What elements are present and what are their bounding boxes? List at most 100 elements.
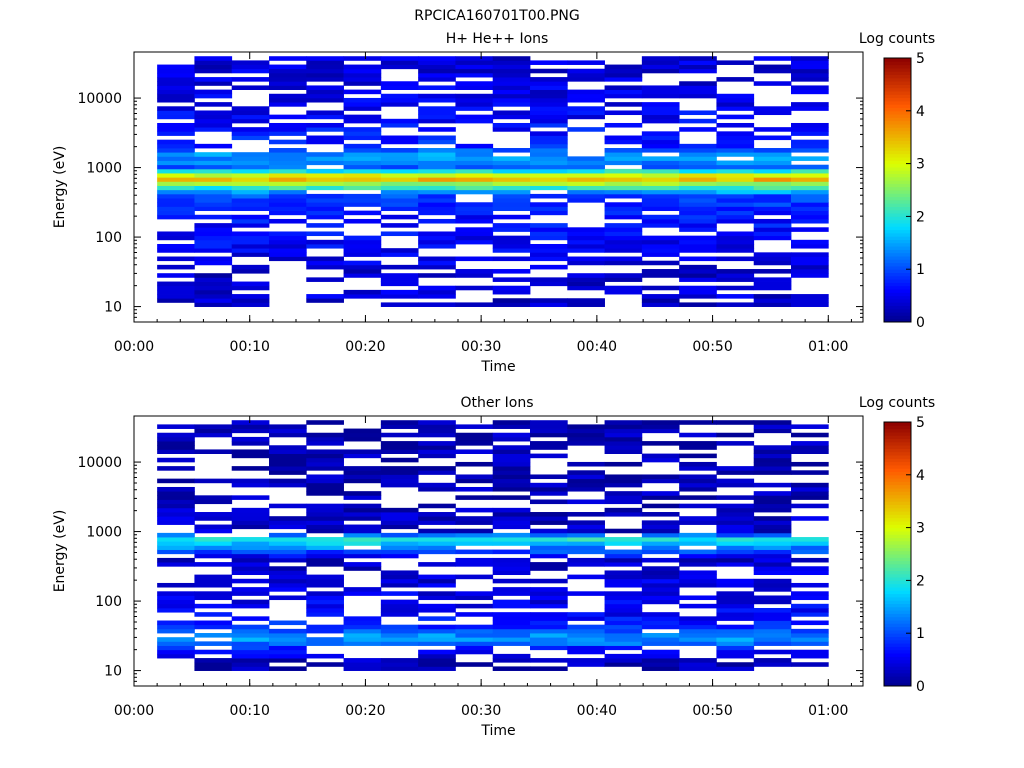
y-tick-label: 100: [95, 594, 122, 610]
heatmap-cell: [269, 160, 307, 166]
heatmap-cell: [194, 620, 233, 626]
heatmap-cell: [231, 562, 270, 567]
heatmap-cell: [194, 77, 233, 82]
heatmap-cell: [455, 97, 494, 103]
heatmap-cell: [343, 478, 382, 484]
heatmap-cell: [231, 248, 270, 253]
heatmap-cell: [306, 512, 344, 517]
heatmap-cell: [455, 156, 494, 161]
colorbar-swatch: [884, 279, 911, 283]
heatmap-cell: [418, 420, 456, 425]
heatmap-cell: [530, 486, 568, 492]
heatmap-cell: [380, 520, 419, 525]
heatmap-cell: [567, 574, 605, 580]
heatmap-cell: [679, 218, 717, 224]
heatmap-cell: [380, 81, 419, 86]
heatmap-cell: [791, 181, 829, 186]
heatmap-cell: [231, 85, 270, 91]
panel-title: H+ He++ Ions: [446, 31, 549, 47]
colorbar-tick-label: 0: [916, 679, 925, 695]
heatmap-cell: [641, 532, 680, 538]
heatmap-cell: [306, 152, 344, 157]
colorbar-swatch: [884, 669, 911, 674]
colorbar-swatch: [884, 124, 911, 128]
heatmap-cell: [679, 64, 717, 70]
colorbar-swatch: [884, 289, 911, 293]
heatmap-cell: [157, 168, 195, 174]
heatmap-cell: [604, 633, 643, 638]
heatmap-cell: [380, 545, 419, 550]
heatmap-cell: [753, 185, 792, 191]
heatmap-cell: [641, 453, 680, 459]
heatmap-cell: [641, 160, 680, 166]
heatmap-cell: [753, 624, 792, 630]
heatmap-cell: [679, 277, 717, 282]
heatmap-cell: [791, 143, 829, 149]
heatmap-cell: [679, 482, 717, 488]
colorbar-swatch: [884, 567, 911, 571]
heatmap-cell: [343, 637, 382, 642]
heatmap-cell: [716, 60, 755, 65]
heatmap-cell: [791, 202, 829, 207]
heatmap-cell: [194, 189, 233, 195]
heatmap-cell: [716, 235, 755, 241]
heatmap-cell: [231, 118, 270, 124]
heatmap-cell: [492, 285, 531, 291]
heatmap-cell: [679, 223, 717, 228]
heatmap-cell: [641, 557, 680, 563]
heatmap-cell: [380, 516, 419, 521]
heatmap-cell: [194, 562, 233, 567]
heatmap-cell: [641, 239, 680, 245]
heatmap-cell: [791, 641, 829, 646]
x-tick-label: 01:00: [808, 339, 848, 355]
heatmap-cell: [604, 637, 643, 642]
colorbar-swatch: [884, 298, 911, 303]
heatmap-cell: [455, 624, 494, 630]
heatmap-cell: [679, 570, 717, 576]
heatmap-cell: [269, 520, 307, 525]
heatmap-cell: [641, 537, 680, 542]
heatmap-cell: [306, 486, 344, 492]
heatmap-cell: [231, 512, 270, 517]
heatmap-cell: [157, 202, 195, 207]
heatmap-cell: [194, 160, 233, 166]
heatmap-cell: [343, 131, 382, 136]
heatmap-cell: [157, 127, 195, 132]
colorbar-swatch: [884, 183, 911, 188]
heatmap-cell: [753, 231, 792, 237]
heatmap-cell: [157, 520, 195, 525]
heatmap-cell: [716, 624, 755, 630]
heatmap-cell: [716, 645, 755, 651]
heatmap-cell: [716, 420, 755, 425]
heatmap-cell: [641, 118, 680, 124]
heatmap-cell: [306, 210, 344, 216]
heatmap-cell: [716, 177, 755, 182]
heatmap-cell: [791, 139, 829, 145]
heatmap-cell: [530, 474, 568, 480]
heatmap-cell: [753, 235, 792, 241]
heatmap-cell: [157, 193, 195, 199]
heatmap-cell: [194, 603, 233, 609]
heatmap-cell: [269, 428, 307, 434]
heatmap-cell: [194, 449, 233, 455]
heatmap-cell: [455, 528, 494, 534]
heatmap-cell: [157, 189, 195, 195]
heatmap-cell: [716, 553, 755, 559]
heatmap-cell: [567, 662, 605, 667]
heatmap-cell: [679, 68, 717, 74]
heatmap-cell: [269, 666, 307, 671]
colorbar-swatch: [884, 190, 911, 194]
heatmap-cell: [492, 89, 531, 95]
colorbar-swatch: [884, 259, 911, 264]
heatmap-cell: [418, 60, 456, 65]
heatmap-cell: [194, 235, 233, 241]
figure-title: RPCICA160701T00.PNG: [414, 8, 579, 24]
heatmap-cell: [343, 503, 382, 509]
heatmap-cell: [157, 557, 195, 563]
x-tick-label: 00:20: [345, 703, 385, 719]
heatmap-cell: [679, 248, 717, 253]
heatmap-cell: [418, 574, 456, 580]
colorbar-swatch: [884, 180, 911, 184]
heatmap-cell: [157, 549, 195, 555]
heatmap-cell: [418, 289, 456, 295]
